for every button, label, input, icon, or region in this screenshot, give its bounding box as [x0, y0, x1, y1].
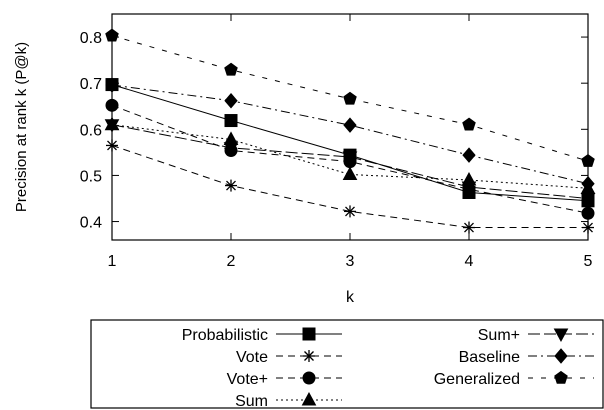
y-tick-label: 0.8 — [80, 30, 102, 47]
legend-marker-probabilistic — [302, 327, 316, 341]
legend: Probabilistic Vote Vote+ Sum Sum+ Baseline Gen… — [90, 319, 604, 410]
series-baseline — [105, 77, 595, 192]
point-vote — [225, 179, 237, 192]
legend-label: Probabilistic — [182, 327, 268, 344]
legend-item-sum: Sum — [235, 391, 342, 410]
legend-label: Vote+ — [227, 371, 268, 388]
point-vote — [582, 221, 594, 234]
x-tick-label: 5 — [584, 253, 593, 270]
point-sum — [104, 119, 120, 133]
legend-marker-baseline — [554, 348, 568, 364]
y-tick-label: 0.4 — [80, 215, 102, 232]
series-generalized — [105, 28, 595, 167]
legend-label: Baseline — [459, 349, 520, 366]
point-vote — [105, 98, 119, 112]
point-baseline — [581, 175, 595, 192]
point-baseline — [343, 117, 357, 133]
legend-marker-generalized — [554, 370, 568, 384]
x-tick-label: 1 — [108, 253, 117, 270]
point-vote — [463, 221, 475, 234]
legend-marker-vote — [303, 350, 315, 362]
legend-item-probabilistic: Probabilistic — [182, 327, 342, 344]
point-vote — [106, 139, 118, 152]
y-tick-label: 0.6 — [80, 122, 102, 139]
point-sum — [342, 166, 358, 181]
x-axis-label: k — [346, 289, 355, 306]
legend-item-vote: Vote+ — [227, 371, 342, 388]
series-line-generalized — [111, 35, 589, 162]
point-generalized — [343, 91, 357, 105]
x-tick-label: 2 — [227, 253, 236, 270]
legend-marker-vote — [302, 371, 316, 385]
legend-marker-sum — [301, 391, 317, 406]
y-tick-label: 0.7 — [80, 76, 102, 93]
point-vote — [581, 206, 595, 220]
legend-label: Vote — [236, 349, 268, 366]
y-axis-label: Precision at rank k (P@k) — [13, 42, 30, 212]
point-sum — [461, 181, 477, 196]
legend-item-generalized: Generalized — [434, 370, 594, 388]
point-probabilistic — [224, 114, 238, 128]
plot-area: 0.4 0.5 0.6 0.7 0.8 1 2 3 4 5 k Precision at rank k… — [13, 13, 593, 306]
point-generalized — [224, 62, 238, 76]
legend-marker-sum — [553, 328, 569, 343]
legend-item-sum: Sum+ — [478, 327, 594, 344]
x-tick-label: 3 — [346, 253, 355, 270]
point-baseline — [462, 147, 476, 163]
point-generalized — [105, 28, 119, 42]
point-baseline — [224, 92, 238, 109]
series-sum — [104, 119, 596, 207]
point-generalized — [581, 154, 595, 167]
point-sum — [342, 151, 358, 166]
legend-item-vote: Vote — [236, 349, 342, 366]
point-vote — [344, 205, 356, 218]
series-layer — [104, 28, 596, 234]
point-generalized — [462, 117, 476, 131]
point-baseline — [105, 77, 119, 93]
y-tick-label: 0.5 — [80, 168, 102, 185]
point-sum — [580, 192, 596, 207]
legend-label: Sum — [235, 393, 268, 410]
legend-item-baseline: Baseline — [459, 348, 594, 366]
series-vote — [106, 139, 594, 234]
point-sum — [223, 142, 239, 156]
legend-box — [90, 319, 604, 409]
legend-label: Sum+ — [478, 327, 520, 344]
legend-label: Generalized — [434, 371, 520, 388]
x-tick-label: 4 — [465, 253, 474, 270]
